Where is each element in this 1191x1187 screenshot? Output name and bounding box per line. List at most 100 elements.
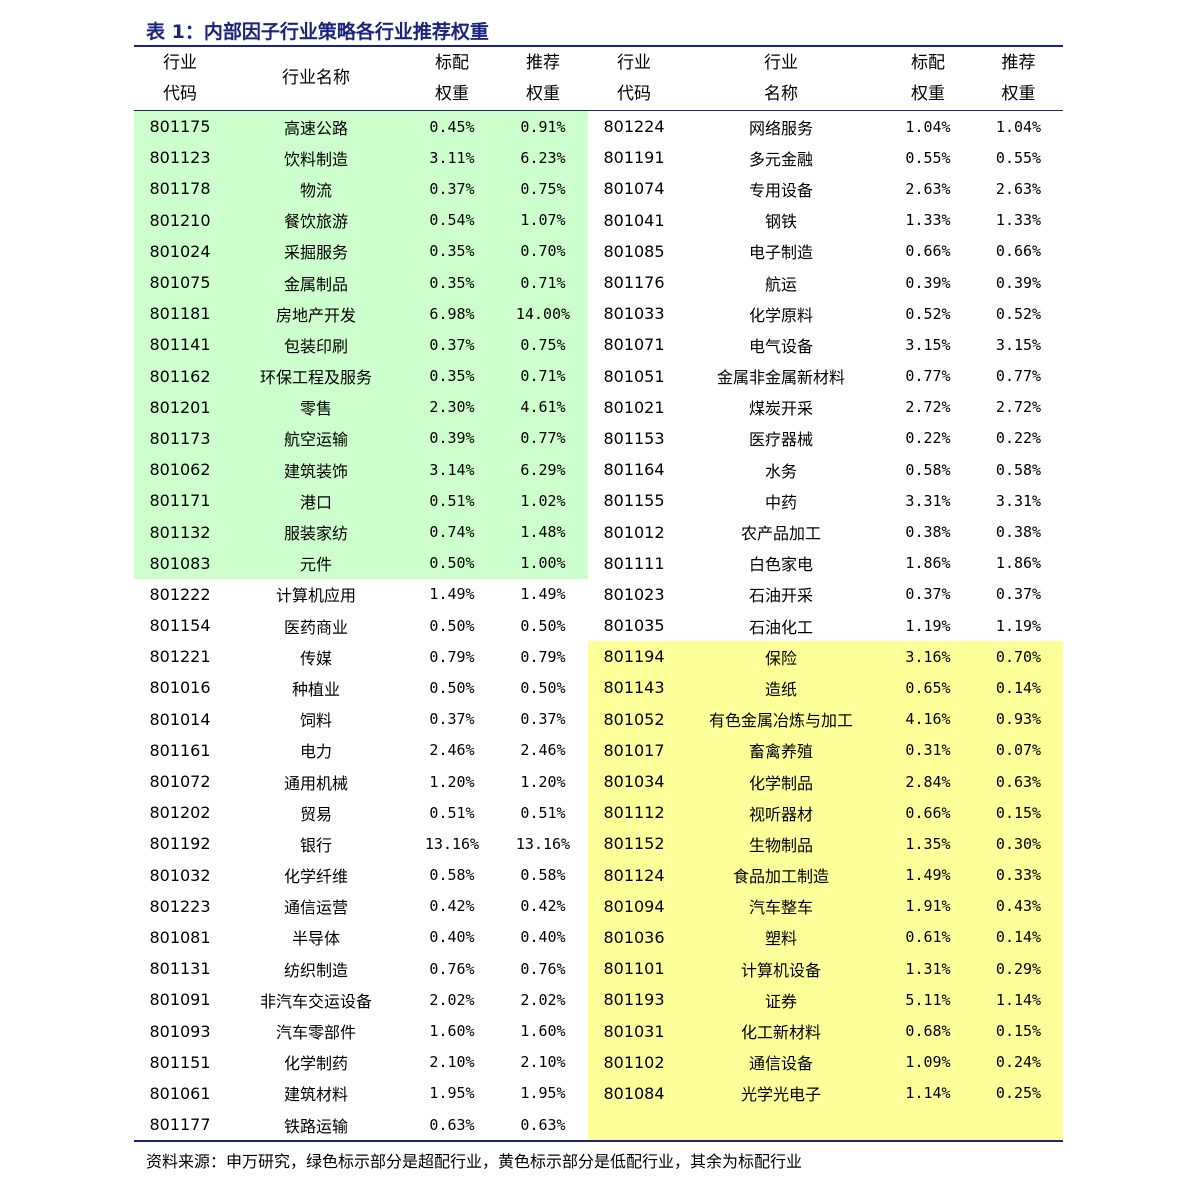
left-rec-cell: 1.00% xyxy=(498,547,588,579)
left-name-cell: 银行 xyxy=(299,835,332,855)
left-rec-cell: 0.71% xyxy=(498,360,588,392)
right-rec-cell: 0.33% xyxy=(974,859,1063,891)
header-row: 行业 代码 行业名称 标配 权重 推荐 权重 行业 代码 行业 名称 标配 权重 推荐 权重 xyxy=(134,46,1063,111)
table-row: 801192 银行 13.16% 13.16% 801152 生物制品 1.35% 0.30% xyxy=(134,828,1063,860)
left-code-cell: 801062 xyxy=(134,454,226,486)
right-code-cell: 801071 xyxy=(603,335,665,355)
right-code-cell: 801052 xyxy=(588,703,680,735)
right-rec-cell: 0.70% xyxy=(974,641,1063,673)
header-text: 权重 xyxy=(435,83,469,104)
table-row: 801131 纺织制造 0.76% 0.76% 801101 计算机设备 1.31% 0.29… xyxy=(134,953,1063,985)
right-code-cell: 801111 xyxy=(603,553,665,573)
right-name-cell: 化学原料 xyxy=(748,305,813,325)
header-text: 名称 xyxy=(764,83,798,104)
header-rec: 推荐 权重 xyxy=(974,46,1063,111)
right-rec-cell: 0.66% xyxy=(995,242,1042,261)
left-rec-cell: 0.71% xyxy=(498,266,588,299)
left-rec-cell: 1.48% xyxy=(498,516,588,548)
right-name-cell: 电子制造 xyxy=(748,243,813,263)
left-rec-cell: 0.50% xyxy=(520,678,566,697)
right-code-cell: 801021 xyxy=(603,397,665,417)
left-name-cell: 纺织制造 xyxy=(283,960,348,980)
right-bench-cell: 0.58% xyxy=(905,460,951,479)
right-rec-cell: 0.30% xyxy=(974,828,1063,860)
left-bench-cell: 0.50% xyxy=(406,547,498,579)
right-code-cell: 801035 xyxy=(603,616,665,636)
right-rec-cell: 0.29% xyxy=(974,953,1063,985)
left-name-cell: 航空运输 xyxy=(226,422,406,455)
header-bench: 标配 权重 xyxy=(882,46,974,111)
left-rec-cell: 0.75% xyxy=(498,329,588,361)
left-name-cell: 服装家纺 xyxy=(226,516,406,548)
right-bench-cell: 1.86% xyxy=(905,554,951,573)
left-rec-cell: 14.00% xyxy=(498,298,588,330)
left-name-cell: 高速公路 xyxy=(226,110,406,143)
table-row: 801014 饲料 0.37% 0.37% 801052 有色金属冶炼与加工 4.16% 0.… xyxy=(134,703,1063,735)
right-bench-cell: 3.15% xyxy=(905,335,951,354)
right-name-cell: 专用设备 xyxy=(748,180,813,200)
left-rec-cell: 0.63% xyxy=(520,1115,566,1134)
right-bench-cell: 0.66% xyxy=(882,797,974,829)
left-code-cell: 801075 xyxy=(134,266,226,299)
table-row: 801093 汽车零部件 1.60% 1.60% 801031 化工新材料 0.68% 0.1… xyxy=(134,1015,1063,1047)
right-name-cell: 白色家电 xyxy=(748,555,813,575)
right-code-cell: 801023 xyxy=(603,584,665,604)
left-name-cell: 元件 xyxy=(226,547,406,579)
table-row: 801171 港口 0.51% 1.02% 801155 中药 3.31% 3.31% xyxy=(134,485,1063,517)
right-code-cell: 801176 xyxy=(603,273,665,293)
left-rec-cell: 0.37% xyxy=(520,710,566,729)
left-rec-cell: 4.61% xyxy=(498,391,588,423)
right-rec-cell: 2.63% xyxy=(995,179,1042,198)
right-rec-cell: 0.24% xyxy=(974,1046,1063,1078)
header-name: 行业名称 xyxy=(680,46,882,111)
left-rec-cell: 13.16% xyxy=(515,834,571,853)
right-bench-cell: 3.31% xyxy=(905,491,951,510)
left-bench-cell: 0.63% xyxy=(429,1115,475,1134)
right-name-cell: 食品加工制造 xyxy=(680,859,882,891)
left-code-cell: 801123 xyxy=(134,142,226,174)
left-bench-cell: 0.35% xyxy=(406,235,498,267)
right-name-cell: 保险 xyxy=(680,641,882,673)
right-name-cell: 造纸 xyxy=(680,672,882,704)
table-row: 801223 通信运营 0.42% 0.42% 801094 汽车整车 1.91% 0.43% xyxy=(134,890,1063,922)
right-rec-cell: 0.15% xyxy=(974,797,1063,829)
right-bench-cell: 0.65% xyxy=(882,672,974,704)
left-bench-cell: 3.14% xyxy=(406,454,498,486)
left-rec-cell: 1.07% xyxy=(498,204,588,236)
table-row: 801083 元件 0.50% 1.00% 801111 白色家电 1.86% 1.86% xyxy=(134,547,1063,579)
left-name-cell: 传媒 xyxy=(299,648,332,668)
header-text: 推荐 xyxy=(526,52,560,73)
left-code-cell: 801173 xyxy=(134,422,226,455)
table-row: 801075 金属制品 0.35% 0.71% 801176 航运 0.39% 0.39% xyxy=(134,266,1063,299)
left-bench-cell: 0.37% xyxy=(429,710,475,729)
left-code-cell: 801154 xyxy=(149,616,211,636)
footnote: 资料来源：申万研究，绿色标示部分是超配行业，黄色标示部分是低配行业，其余为标配行… xyxy=(146,1152,803,1171)
left-name-cell: 贸易 xyxy=(299,804,332,824)
header-text: 权重 xyxy=(911,83,945,104)
left-bench-cell: 0.76% xyxy=(429,959,475,978)
right-name-cell: 水务 xyxy=(764,461,797,481)
table-row: 801154 医药商业 0.50% 0.50% 801035 石油化工 1.19% 1.19% xyxy=(134,610,1063,641)
left-name-cell: 通信运营 xyxy=(283,898,348,918)
table-row: 801202 贸易 0.51% 0.51% 801112 视听器材 0.66% 0.15% xyxy=(134,797,1063,829)
right-rec-cell: 0.15% xyxy=(974,1015,1063,1047)
left-rec-cell: 1.95% xyxy=(520,1084,566,1103)
right-code-cell: 801112 xyxy=(588,797,680,829)
left-rec-cell: 0.50% xyxy=(520,616,566,635)
right-name-cell: 煤炭开采 xyxy=(748,399,813,419)
left-rec-cell: 1.49% xyxy=(520,585,566,604)
left-bench-cell: 1.49% xyxy=(429,585,475,604)
table-row: 801141 包装印刷 0.37% 0.75% 801071 电气设备 3.15% 3.15% xyxy=(134,329,1063,361)
right-name-cell: 光学光电子 xyxy=(680,1077,882,1109)
left-code-cell: 801221 xyxy=(149,647,211,667)
right-rec-cell: 0.58% xyxy=(995,460,1042,479)
left-name-cell: 零售 xyxy=(226,391,406,423)
right-code-cell: 801041 xyxy=(603,210,665,230)
left-name-cell: 半导体 xyxy=(291,929,340,949)
header-text: 权重 xyxy=(1001,83,1036,104)
header-text: 推荐 xyxy=(1001,52,1036,73)
right-bench-cell: 0.55% xyxy=(905,148,951,167)
right-code-cell: 801051 xyxy=(603,366,665,386)
left-rec-cell: 0.42% xyxy=(520,897,566,916)
table-row: 801175 高速公路 0.45% 0.91% 801224 网络服务 1.04% 1.04% xyxy=(134,110,1063,143)
